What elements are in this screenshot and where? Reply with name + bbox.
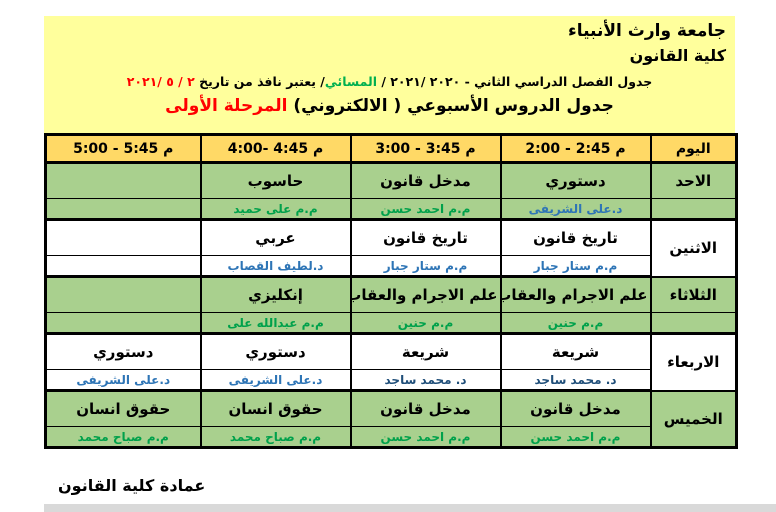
teacher-cell: م.م على حميد <box>199 198 352 221</box>
document-header: جامعة وارث الأنبياء كلية القانون جدول ال… <box>44 16 735 133</box>
deanship-footer: عمادة كلية القانون <box>58 476 206 495</box>
subject-row: الاثنين تاريخ قانون تاريخ قانون عربي <box>44 218 738 277</box>
college-name: كلية القانون <box>629 46 726 65</box>
schedule-table: اليوم 2:00 - 2:45 م 3:00 - 3:45 م 4:00- … <box>44 133 738 449</box>
teacher-cell: د.على الشريفى <box>499 198 652 221</box>
subject-cell: مدخل قانون <box>349 389 502 427</box>
effective-date: ٢ / ٥ /٢٠٢١ <box>126 74 195 89</box>
subject-row: الاربعاء شريعة شريعة دستوري دستوري <box>44 332 738 391</box>
teacher-row: د. محمد ساجد د. محمد ساجد د.على الشريفى د.ع… <box>44 369 737 392</box>
time-header-row: اليوم 2:00 - 2:45 م 3:00 - 3:45 م 4:00- … <box>44 133 738 164</box>
teacher-row: م.م حنين م.م حنين م.م عبدالله على <box>44 312 738 335</box>
time-slot-label: 4:00- 4:45 م <box>227 140 324 157</box>
subject-row: الخميس مدخل قانون مدخل قانون حقوق انسان حقوق… <box>44 389 738 448</box>
teacher-row: م.م احمد حسن م.م احمد حسن م.م صباح محمد م.م… <box>44 426 737 449</box>
semester-text: جدول الفصل الدراسي الثاني - ٢٠٢٠ /٢٠٢١ / <box>377 74 653 89</box>
time-slot-header-3: 4:00- 4:45 م <box>199 133 352 164</box>
day-cell: الاثنين <box>649 218 738 277</box>
subject-cell: شريعة <box>349 332 502 370</box>
subject-cell: إنكليزي <box>199 275 352 313</box>
time-slot-header-1: 2:00 - 2:45 م <box>499 133 652 164</box>
teacher-cell: م.م احمد حسن <box>499 426 652 449</box>
schedule-title-main: جدول الدروس الأسبوعي ( الالكتروني) <box>287 96 614 116</box>
teacher-cell: م.م احمد حسن <box>349 198 502 221</box>
evening-label: المسائي <box>324 74 377 89</box>
day-cell: الاربعاء <box>649 332 738 391</box>
teacher-cell: د.على الشريفى <box>199 369 352 392</box>
subject-cell: تاريخ قانون <box>349 218 502 256</box>
time-slot-header-4: 5:00 - 5:45 م <box>44 133 202 164</box>
teacher-cell: د. محمد ساجد <box>349 369 502 392</box>
stage-label: المرحلة الأولى <box>165 96 288 116</box>
subject-cell <box>44 275 202 313</box>
subject-cell: مدخل قانون <box>499 389 652 427</box>
day-column-header: اليوم <box>649 133 738 164</box>
subject-row: الثلاثاء علم الاجرام والعقاب علم الاجرام و… <box>44 275 738 313</box>
time-slot-header-2: 3:00 - 3:45 م <box>349 133 502 164</box>
teacher-cell: د.لطيف القصاب <box>199 255 352 278</box>
subject-cell: دستوري <box>44 332 202 370</box>
teacher-row: د.على الشريفى م.م احمد حسن م.م على حميد <box>44 198 738 221</box>
day-cell: الاحد <box>649 161 738 199</box>
time-slot-label: 5:00 - 5:45 م <box>73 140 174 157</box>
semester-line: جدول الفصل الدراسي الثاني - ٢٠٢٠ /٢٠٢١ /… <box>44 70 735 93</box>
subject-cell <box>44 161 202 199</box>
subject-cell: علم الاجرام والعقاب <box>349 275 502 313</box>
teacher-cell <box>44 255 202 278</box>
schedule-title: جدول الدروس الأسبوعي ( الالكتروني) المرح… <box>44 93 735 119</box>
teacher-cell: م.م عبدالله على <box>199 312 352 335</box>
teacher-cell <box>44 312 202 335</box>
teacher-cell: م.م صباح محمد <box>199 426 352 449</box>
day-empty-cell <box>649 312 738 335</box>
time-slot-label: 3:00 - 3:45 م <box>375 140 476 157</box>
day-cell: الثلاثاء <box>649 275 738 313</box>
teacher-cell: د.على الشريفى <box>44 369 202 392</box>
subject-cell: عربي <box>199 218 352 256</box>
subject-cell: تاريخ قانون <box>499 218 652 256</box>
day-empty-cell <box>649 198 738 221</box>
subject-cell: شريعة <box>499 332 652 370</box>
time-slot-label: 2:00 - 2:45 م <box>525 140 626 157</box>
subject-cell: دستوري <box>199 332 352 370</box>
horizontal-scrollbar[interactable] <box>44 504 776 512</box>
subject-cell: حقوق انسان <box>199 389 352 427</box>
day-cell: الخميس <box>649 389 738 448</box>
subject-cell: دستوري <box>499 161 652 199</box>
subject-cell <box>44 218 202 256</box>
teacher-cell: د. محمد ساجد <box>499 369 652 392</box>
teacher-row: م.م ستار جبار م.م ستار جبار د.لطيف القصاب <box>44 255 737 278</box>
teacher-cell <box>44 198 202 221</box>
schedule-table-head: اليوم 2:00 - 2:45 م 3:00 - 3:45 م 4:00- … <box>44 133 738 164</box>
subject-cell: علم الاجرام والعقاب <box>499 275 652 313</box>
teacher-cell: م.م حنين <box>349 312 502 335</box>
teacher-cell: م.م احمد حسن <box>349 426 502 449</box>
subject-cell: حقوق انسان <box>44 389 202 427</box>
schedule-body: الاحد دستوري مدخل قانون حاسوب د.على الشريفى م… <box>44 161 738 449</box>
teacher-cell: م.م صباح محمد <box>44 426 202 449</box>
teacher-cell: م.م ستار جبار <box>349 255 502 278</box>
university-name: جامعة وارث الأنبياء <box>568 21 726 41</box>
subject-cell: مدخل قانون <box>349 161 502 199</box>
teacher-cell: م.م ستار جبار <box>499 255 652 278</box>
effective-text: / يعتبر نافذ من تاريخ <box>194 74 325 89</box>
subject-row: الاحد دستوري مدخل قانون حاسوب <box>44 161 738 199</box>
teacher-cell: م.م حنين <box>499 312 652 335</box>
subject-cell: حاسوب <box>199 161 352 199</box>
